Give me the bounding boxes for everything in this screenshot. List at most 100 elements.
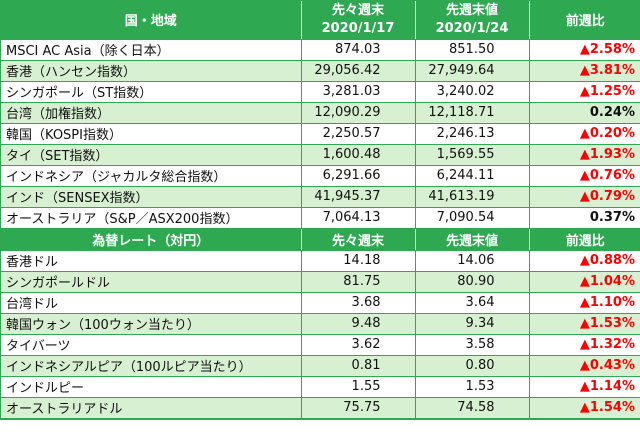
header-prev-week: 先々週末 2020/1/17	[300, 1, 416, 40]
last-week-value-cell: 2,246.13	[414, 122, 530, 145]
last-week-value-cell: 7,090.54	[414, 206, 530, 229]
header-fx-last-week: 先週末値	[414, 228, 530, 251]
header-last-week: 先週末値 2020/1/24	[414, 1, 530, 40]
prev-week-value-cell: 75.75	[300, 396, 416, 419]
last-week-value-cell: 74.58	[414, 396, 530, 419]
index-row: 台湾（加権指数） 12,090.29 12,118.71 0.24%	[1, 101, 640, 124]
header-last-week-date: 2020/1/24	[435, 20, 509, 36]
asia-market-weekly-table: 国・地域 先々週末 2020/1/17 先週末値 2020/1/24 前週比 M…	[0, 0, 640, 420]
last-week-value-cell: 14.06	[414, 249, 530, 272]
fx-row: インドルピー 1.55 1.53 ▲1.14%	[1, 375, 640, 398]
prev-week-value-cell: 6,291.66	[300, 164, 416, 187]
currency-name-cell: 台湾ドル	[1, 291, 302, 314]
weekly-change-cell: ▲0.20%	[528, 122, 640, 145]
region-name-cell: オーストラリア（S&P／ASX200指数）	[1, 206, 302, 229]
region-name-cell: シンガポール（ST指数）	[1, 80, 302, 103]
region-name-cell: インド（SENSEX指数）	[1, 185, 302, 208]
region-name-cell: 韓国（KOSPI指数）	[1, 122, 302, 145]
header-prev-week-label: 先々週末	[331, 2, 384, 18]
last-week-value-cell: 12,118.71	[414, 101, 530, 124]
currency-name-cell: 香港ドル	[1, 249, 302, 272]
last-week-value-cell: 6,244.11	[414, 164, 530, 187]
prev-week-value-cell: 12,090.29	[300, 101, 416, 124]
weekly-change-cell: ▲1.32%	[528, 333, 640, 356]
weekly-change-cell: ▲0.76%	[528, 164, 640, 187]
currency-name-cell: シンガポールドル	[1, 270, 302, 293]
fx-table-header: 為替レート（対円） 先々週末 先週末値 前週比	[1, 228, 640, 251]
prev-week-value-cell: 29,056.42	[300, 59, 416, 82]
last-week-value-cell: 1.53	[414, 375, 530, 398]
region-name-cell: 香港（ハンセン指数）	[1, 59, 302, 82]
weekly-change-cell: ▲0.43%	[528, 354, 640, 377]
prev-week-value-cell: 2,250.57	[300, 122, 416, 145]
prev-week-value-cell: 7,064.13	[300, 206, 416, 229]
last-week-value-cell: 3.58	[414, 333, 530, 356]
index-row: 韓国（KOSPI指数） 2,250.57 2,246.13 ▲0.20%	[1, 122, 640, 145]
prev-week-value-cell: 1,600.48	[300, 143, 416, 166]
market-data-table: 国・地域 先々週末 2020/1/17 先週末値 2020/1/24 前週比 M…	[1, 1, 640, 419]
header-prev-week-date: 2020/1/17	[321, 20, 395, 36]
prev-week-value-cell: 0.81	[300, 354, 416, 377]
index-row: タイ（SET指数） 1,600.48 1,569.55 ▲1.93%	[1, 143, 640, 166]
weekly-change-cell: ▲1.04%	[528, 270, 640, 293]
weekly-change-cell: ▲1.25%	[528, 80, 640, 103]
prev-week-value-cell: 14.18	[300, 249, 416, 272]
header-last-week-label: 先週末値	[445, 2, 498, 18]
header-weekly-change: 前週比	[528, 1, 640, 40]
fx-header-row: 為替レート（対円） 先々週末 先週末値 前週比	[1, 228, 640, 251]
weekly-change-cell: ▲1.53%	[528, 312, 640, 335]
prev-week-value-cell: 3.68	[300, 291, 416, 314]
fx-row: 韓国ウォン（100ウォン当たり） 9.48 9.34 ▲1.53%	[1, 312, 640, 335]
prev-week-value-cell: 874.03	[300, 38, 416, 61]
index-row: 香港（ハンセン指数） 29,056.42 27,949.64 ▲3.81%	[1, 59, 640, 82]
currency-name-cell: オーストラリアドル	[1, 396, 302, 419]
header-row: 国・地域 先々週末 2020/1/17 先週末値 2020/1/24 前週比	[1, 1, 640, 40]
fx-row: シンガポールドル 81.75 80.90 ▲1.04%	[1, 270, 640, 293]
region-name-cell: MSCI AC Asia（除く日本）	[1, 38, 302, 61]
last-week-value-cell: 851.50	[414, 38, 530, 61]
last-week-value-cell: 9.34	[414, 312, 530, 335]
weekly-change-cell: ▲1.14%	[528, 375, 640, 398]
weekly-change-cell: ▲0.88%	[528, 249, 640, 272]
index-row: インド（SENSEX指数） 41,945.37 41,613.19 ▲0.79%	[1, 185, 640, 208]
currency-name-cell: タイバーツ	[1, 333, 302, 356]
last-week-value-cell: 80.90	[414, 270, 530, 293]
index-row: MSCI AC Asia（除く日本） 874.03 851.50 ▲2.58%	[1, 38, 640, 61]
last-week-value-cell: 41,613.19	[414, 185, 530, 208]
indices-table-header: 国・地域 先々週末 2020/1/17 先週末値 2020/1/24 前週比	[1, 1, 640, 40]
currency-name-cell: 韓国ウォン（100ウォン当たり）	[1, 312, 302, 335]
prev-week-value-cell: 9.48	[300, 312, 416, 335]
prev-week-value-cell: 3.62	[300, 333, 416, 356]
index-row: シンガポール（ST指数） 3,281.03 3,240.02 ▲1.25%	[1, 80, 640, 103]
currency-name-cell: インドネシアルピア（100ルピア当たり）	[1, 354, 302, 377]
fx-row: インドネシアルピア（100ルピア当たり） 0.81 0.80 ▲0.43%	[1, 354, 640, 377]
index-row: インドネシア（ジャカルタ総合指数） 6,291.66 6,244.11 ▲0.7…	[1, 164, 640, 187]
prev-week-value-cell: 81.75	[300, 270, 416, 293]
last-week-value-cell: 3.64	[414, 291, 530, 314]
weekly-change-cell: ▲3.81%	[528, 59, 640, 82]
weekly-change-cell: ▲0.79%	[528, 185, 640, 208]
last-week-value-cell: 0.80	[414, 354, 530, 377]
region-name-cell: タイ（SET指数）	[1, 143, 302, 166]
header-fx-prev-week: 先々週末	[300, 228, 416, 251]
fx-row: タイバーツ 3.62 3.58 ▲1.32%	[1, 333, 640, 356]
weekly-change-cell: ▲2.58%	[528, 38, 640, 61]
last-week-value-cell: 1,569.55	[414, 143, 530, 166]
region-name-cell: インドネシア（ジャカルタ総合指数）	[1, 164, 302, 187]
weekly-change-cell: ▲1.93%	[528, 143, 640, 166]
weekly-change-cell: 0.37%	[528, 206, 640, 229]
weekly-change-cell: ▲1.10%	[528, 291, 640, 314]
indices-table-body: MSCI AC Asia（除く日本） 874.03 851.50 ▲2.58% …	[1, 38, 640, 229]
currency-name-cell: インドルピー	[1, 375, 302, 398]
prev-week-value-cell: 1.55	[300, 375, 416, 398]
fx-row: 台湾ドル 3.68 3.64 ▲1.10%	[1, 291, 640, 314]
index-row: オーストラリア（S&P／ASX200指数） 7,064.13 7,090.54 …	[1, 206, 640, 229]
fx-row: オーストラリアドル 75.75 74.58 ▲1.54%	[1, 396, 640, 419]
fx-row: 香港ドル 14.18 14.06 ▲0.88%	[1, 249, 640, 272]
region-name-cell: 台湾（加権指数）	[1, 101, 302, 124]
header-fx-weekly-change: 前週比	[528, 228, 640, 251]
last-week-value-cell: 3,240.02	[414, 80, 530, 103]
header-country-region: 国・地域	[1, 1, 302, 40]
weekly-change-cell: 0.24%	[528, 101, 640, 124]
prev-week-value-cell: 41,945.37	[300, 185, 416, 208]
